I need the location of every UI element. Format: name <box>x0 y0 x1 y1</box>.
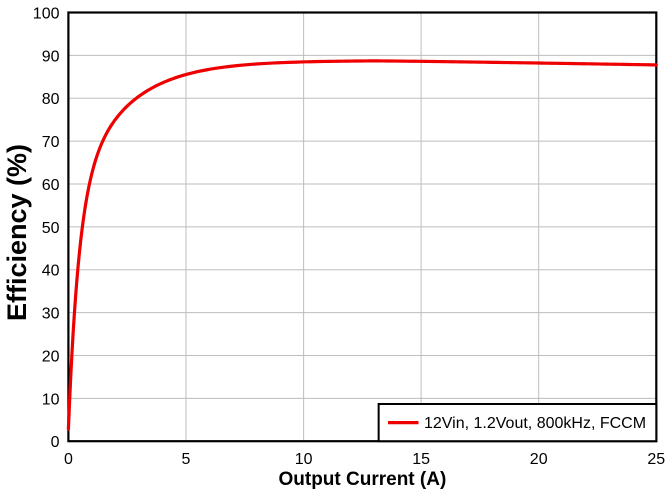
svg-text:0: 0 <box>51 434 60 451</box>
svg-text:15: 15 <box>412 451 430 468</box>
svg-text:20: 20 <box>42 348 60 365</box>
svg-text:100: 100 <box>33 6 60 23</box>
svg-text:5: 5 <box>182 451 191 468</box>
svg-text:40: 40 <box>42 263 60 280</box>
svg-text:25: 25 <box>647 451 665 468</box>
svg-text:0: 0 <box>64 451 73 468</box>
svg-text:90: 90 <box>42 48 60 65</box>
svg-text:10: 10 <box>295 451 313 468</box>
svg-text:30: 30 <box>42 306 60 323</box>
svg-text:80: 80 <box>42 91 60 108</box>
svg-text:70: 70 <box>42 134 60 151</box>
svg-text:60: 60 <box>42 177 60 194</box>
svg-text:20: 20 <box>530 451 548 468</box>
svg-text:12Vin, 1.2Vout, 800kHz, FCCM: 12Vin, 1.2Vout, 800kHz, FCCM <box>424 415 646 432</box>
svg-text:10: 10 <box>42 391 60 408</box>
svg-text:50: 50 <box>42 220 60 237</box>
